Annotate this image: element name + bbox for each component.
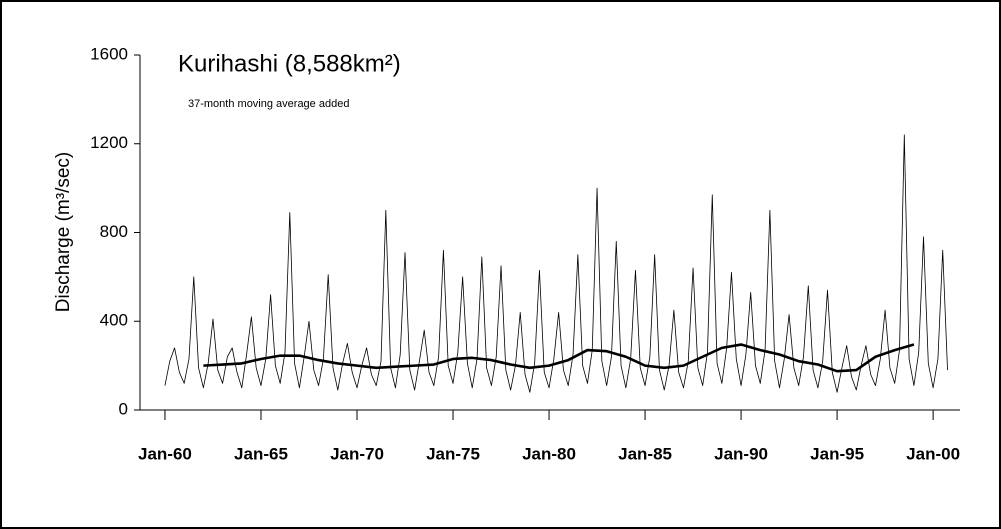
x-tick-label: Jan-85 bbox=[618, 444, 672, 463]
x-tick-label: Jan-60 bbox=[138, 444, 192, 463]
y-tick-label: 400 bbox=[100, 311, 128, 330]
x-tick-label: Jan-65 bbox=[234, 444, 288, 463]
annotation: 37-month moving average added bbox=[188, 98, 349, 110]
y-tick-label: 1600 bbox=[90, 44, 128, 63]
x-tick-label: Jan-00 bbox=[906, 444, 960, 463]
y-tick-label: 800 bbox=[100, 222, 128, 241]
x-tick-label: Jan-70 bbox=[330, 444, 384, 463]
x-tick-label: Jan-95 bbox=[810, 444, 864, 463]
y-tick-label: 0 bbox=[119, 399, 128, 418]
x-tick-label: Jan-80 bbox=[522, 444, 576, 463]
x-tick-label: Jan-90 bbox=[714, 444, 768, 463]
y-axis-label: Discharge (m³/sec) bbox=[53, 152, 74, 312]
y-tick-label: 1200 bbox=[90, 133, 128, 152]
series-line bbox=[164, 134, 948, 393]
x-tick-label: Jan-75 bbox=[426, 444, 480, 463]
series-line bbox=[203, 343, 915, 373]
chart-title: Kurihashi (8,588km²) bbox=[178, 50, 401, 77]
